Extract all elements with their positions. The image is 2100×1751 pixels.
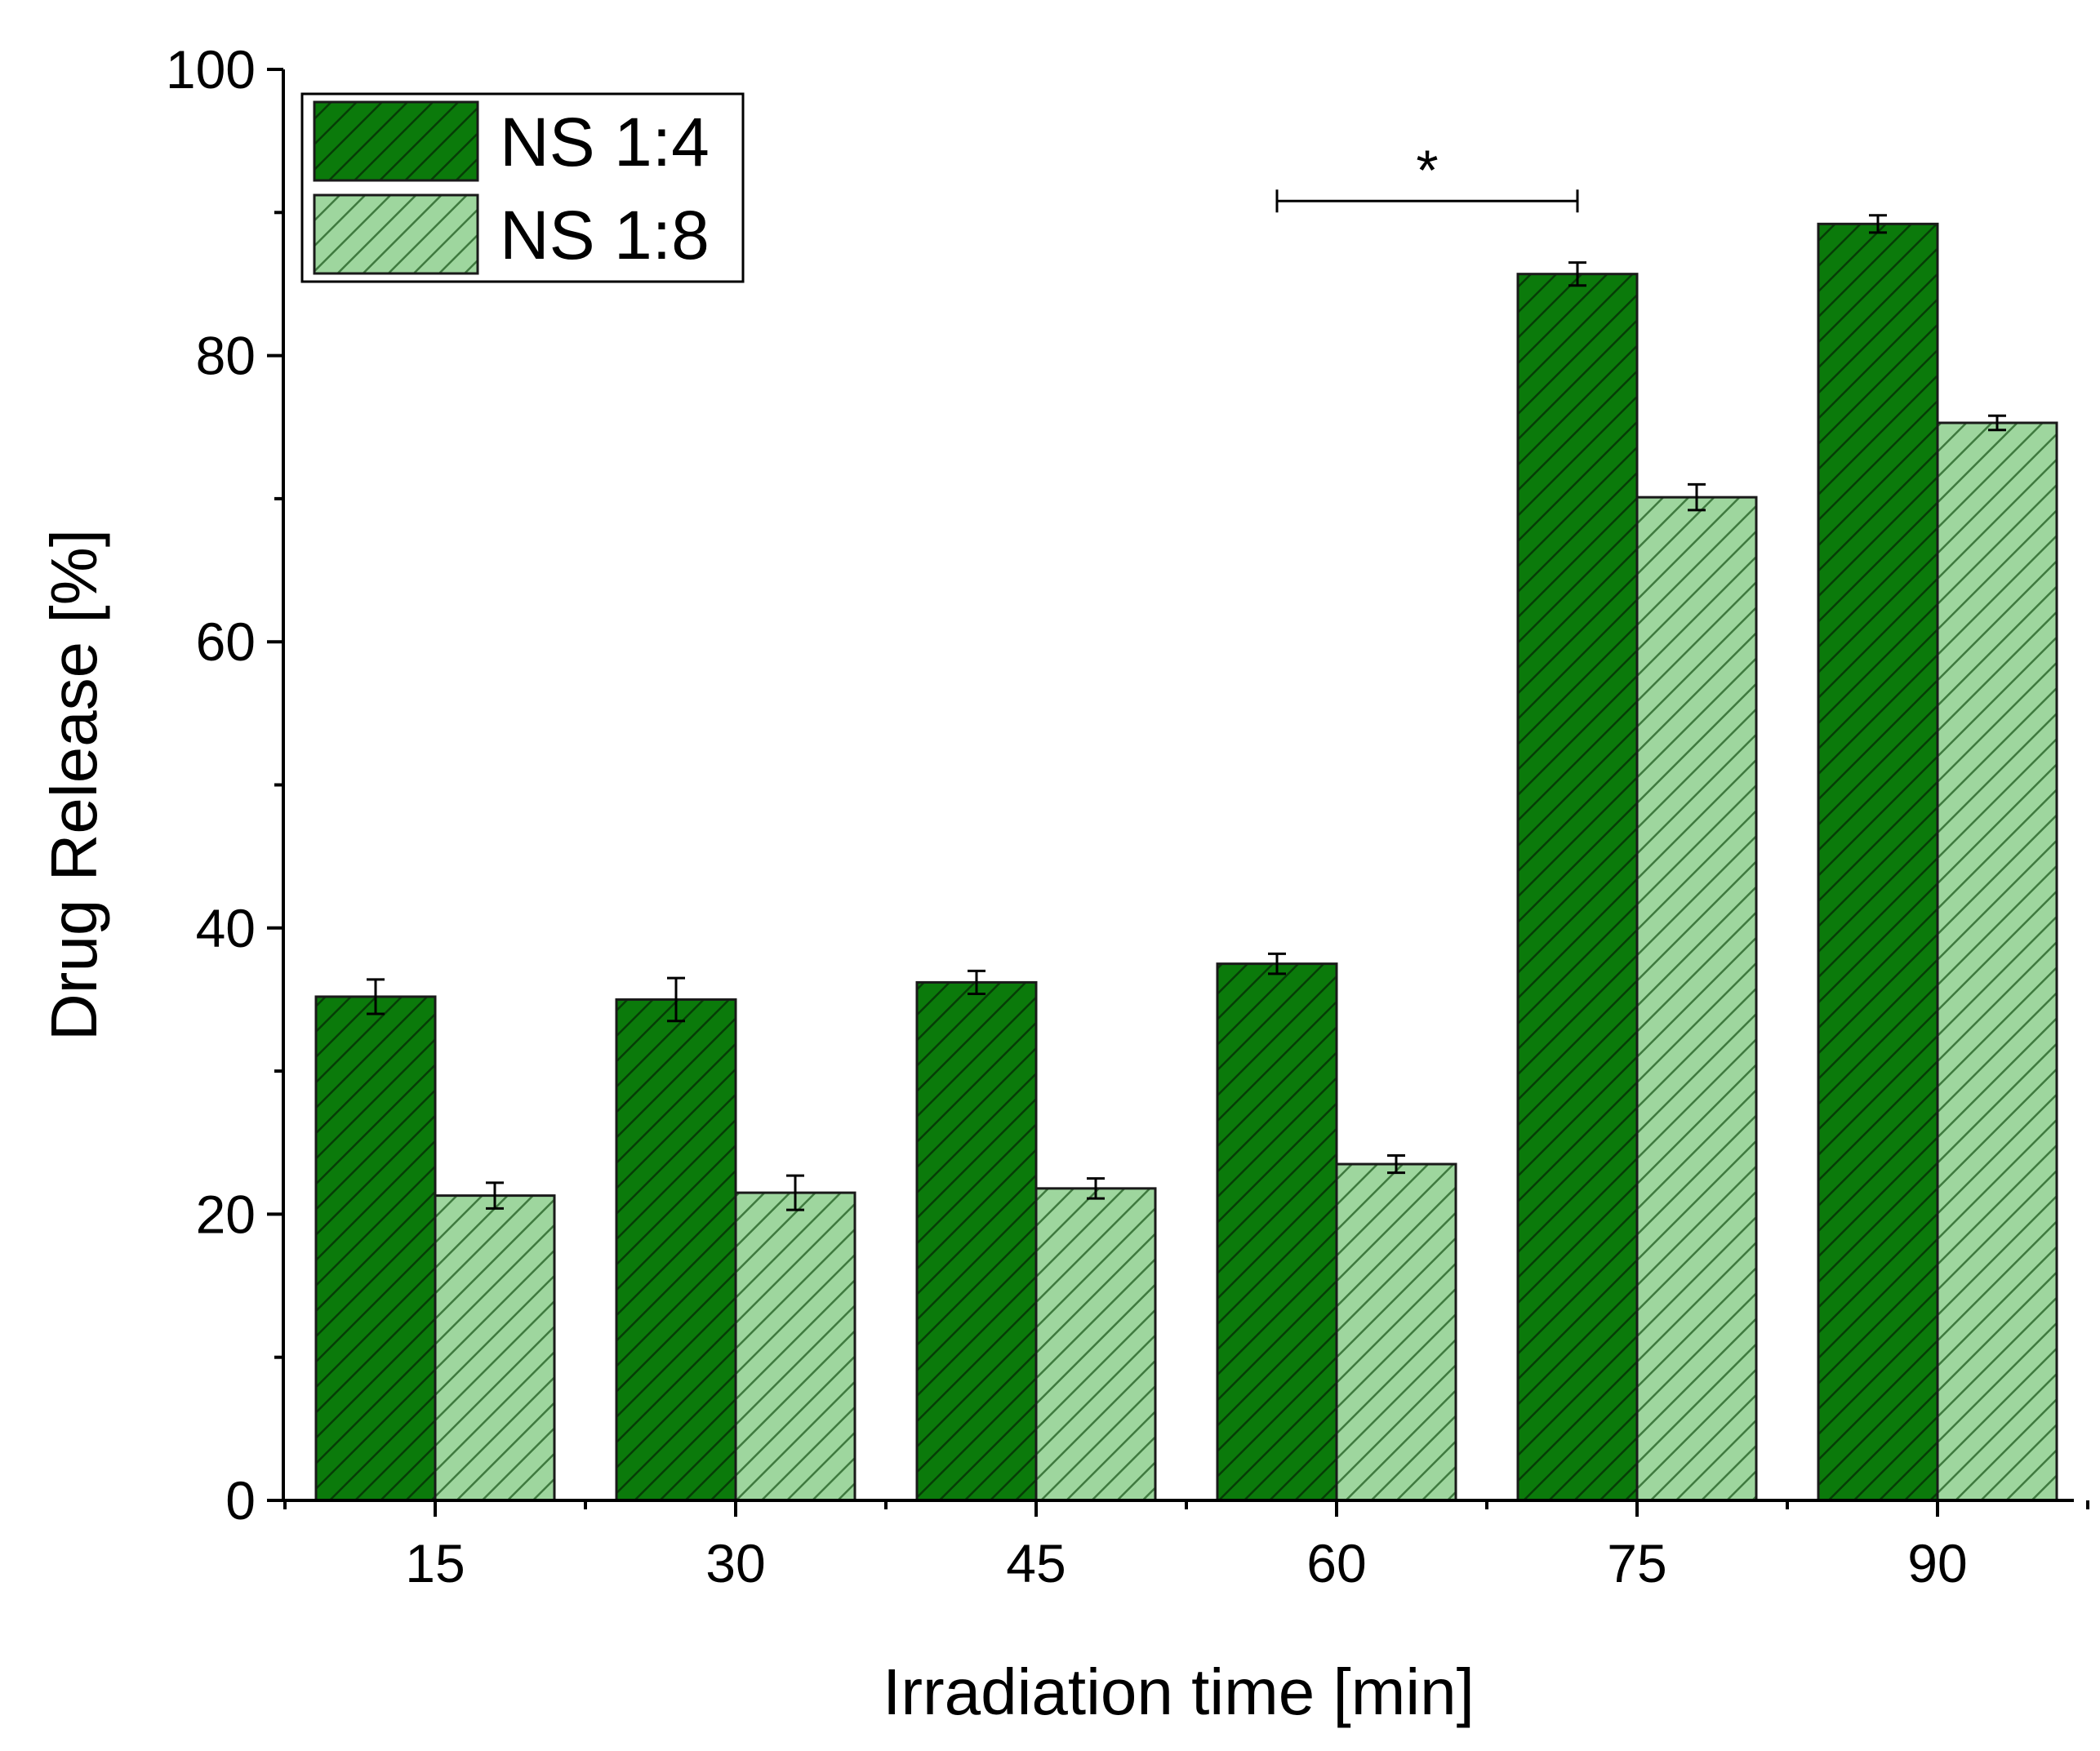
y-tick-label: 60 [196,611,256,672]
x-tick-label: 60 [1306,1533,1366,1593]
x-tick-label: 75 [1607,1533,1666,1593]
x-tick-label: 90 [1907,1533,1967,1593]
y-tick-label: 20 [196,1184,256,1244]
bar-ns-1-4-15 [314,995,437,1502]
bar-ns-1-4-60 [1216,962,1338,1502]
y-tick-label: 0 [225,1470,256,1531]
bar-ns-1-8-90 [1936,421,2058,1502]
bar-ns-1-4-75 [1516,273,1639,1502]
x-axis-title: Irradiation time [min] [883,1655,1475,1728]
y-tick-label: 80 [196,326,256,386]
bar-ns-1-8-15 [434,1194,556,1502]
x-tick-label: 15 [405,1533,465,1593]
bar-ns-1-8-45 [1034,1187,1157,1502]
y-tick-label: 40 [196,898,256,958]
x-tick-label: 45 [1006,1533,1066,1593]
bar-ns-1-8-30 [734,1191,856,1502]
significance-asterisk: * [1416,138,1438,202]
y-axis-title: Drug Release [%] [38,529,110,1041]
bar-ns-1-8-60 [1335,1162,1457,1502]
y-tick-label: 100 [166,39,256,100]
legend-label-ns-1-4: NS 1:4 [500,104,710,180]
bar-ns-1-4-45 [915,980,1038,1502]
legend-label-ns-1-8: NS 1:8 [500,197,710,273]
bar-ns-1-4-30 [615,998,737,1502]
legend-swatch-ns-1-8 [313,193,479,275]
legend-swatch-ns-1-4 [313,100,479,182]
x-tick-label: 30 [705,1533,765,1593]
bar-ns-1-4-90 [1817,222,1939,1502]
bar-ns-1-8-75 [1635,496,1758,1502]
